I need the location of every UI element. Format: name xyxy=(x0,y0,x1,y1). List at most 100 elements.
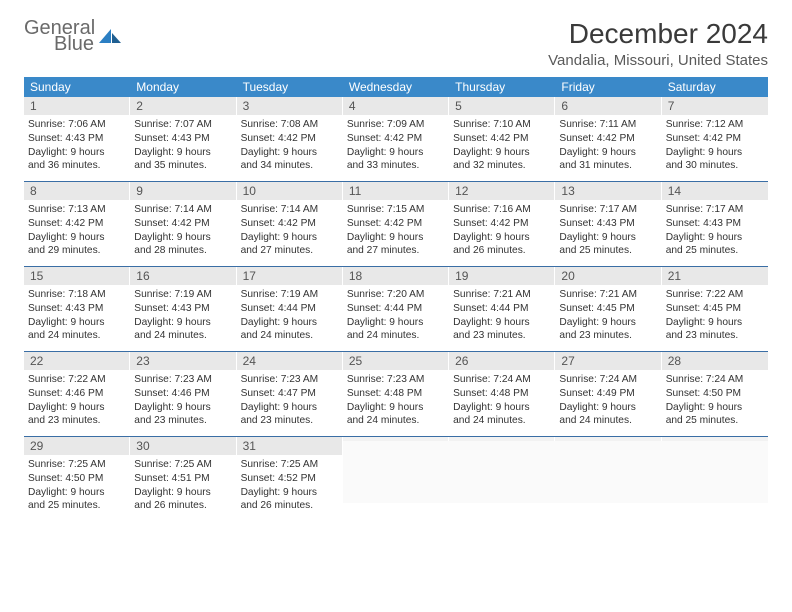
day-details: Sunrise: 7:12 AMSunset: 4:42 PMDaylight:… xyxy=(662,115,768,179)
day-number: 6 xyxy=(555,97,661,115)
day-header-sunday: Sunday xyxy=(24,77,130,97)
calendar-cell-empty xyxy=(449,437,555,521)
calendar-cell: 24Sunrise: 7:23 AMSunset: 4:47 PMDayligh… xyxy=(237,352,343,436)
calendar-cell: 16Sunrise: 7:19 AMSunset: 4:43 PMDayligh… xyxy=(130,267,236,351)
logo: General Blue xyxy=(24,18,121,54)
title-block: December 2024 Vandalia, Missouri, United… xyxy=(548,18,768,69)
day-details: Sunrise: 7:20 AMSunset: 4:44 PMDaylight:… xyxy=(343,285,449,349)
day-details: Sunrise: 7:11 AMSunset: 4:42 PMDaylight:… xyxy=(555,115,661,179)
day-details: Sunrise: 7:22 AMSunset: 4:46 PMDaylight:… xyxy=(24,370,130,434)
day-number: 16 xyxy=(130,267,236,285)
day-details: Sunrise: 7:13 AMSunset: 4:42 PMDaylight:… xyxy=(24,200,130,264)
calendar-cell: 25Sunrise: 7:23 AMSunset: 4:48 PMDayligh… xyxy=(343,352,449,436)
day-details xyxy=(449,441,555,503)
calendar-cell: 26Sunrise: 7:24 AMSunset: 4:48 PMDayligh… xyxy=(449,352,555,436)
weeks-container: 1Sunrise: 7:06 AMSunset: 4:43 PMDaylight… xyxy=(24,97,768,521)
calendar-cell: 2Sunrise: 7:07 AMSunset: 4:43 PMDaylight… xyxy=(130,97,236,181)
calendar-cell: 6Sunrise: 7:11 AMSunset: 4:42 PMDaylight… xyxy=(555,97,661,181)
logo-text-block: General Blue xyxy=(24,18,95,54)
day-number: 25 xyxy=(343,352,449,370)
day-number: 21 xyxy=(662,267,768,285)
day-number: 23 xyxy=(130,352,236,370)
calendar-cell-empty xyxy=(343,437,449,521)
day-details: Sunrise: 7:17 AMSunset: 4:43 PMDaylight:… xyxy=(662,200,768,264)
calendar-cell: 30Sunrise: 7:25 AMSunset: 4:51 PMDayligh… xyxy=(130,437,236,521)
calendar-cell: 23Sunrise: 7:23 AMSunset: 4:46 PMDayligh… xyxy=(130,352,236,436)
month-title: December 2024 xyxy=(548,18,768,50)
day-number: 11 xyxy=(343,182,449,200)
calendar-cell: 13Sunrise: 7:17 AMSunset: 4:43 PMDayligh… xyxy=(555,182,661,266)
calendar-cell-empty xyxy=(555,437,661,521)
day-number: 15 xyxy=(24,267,130,285)
calendar-cell: 18Sunrise: 7:20 AMSunset: 4:44 PMDayligh… xyxy=(343,267,449,351)
day-details: Sunrise: 7:24 AMSunset: 4:48 PMDaylight:… xyxy=(449,370,555,434)
day-details: Sunrise: 7:24 AMSunset: 4:50 PMDaylight:… xyxy=(662,370,768,434)
day-number: 20 xyxy=(555,267,661,285)
day-number: 5 xyxy=(449,97,555,115)
calendar-cell: 21Sunrise: 7:22 AMSunset: 4:45 PMDayligh… xyxy=(662,267,768,351)
day-header-wednesday: Wednesday xyxy=(343,77,449,97)
calendar-cell: 20Sunrise: 7:21 AMSunset: 4:45 PMDayligh… xyxy=(555,267,661,351)
day-header-monday: Monday xyxy=(130,77,236,97)
calendar-cell: 4Sunrise: 7:09 AMSunset: 4:42 PMDaylight… xyxy=(343,97,449,181)
day-number: 2 xyxy=(130,97,236,115)
day-details: Sunrise: 7:14 AMSunset: 4:42 PMDaylight:… xyxy=(130,200,236,264)
calendar: SundayMondayTuesdayWednesdayThursdayFrid… xyxy=(24,77,768,521)
day-details: Sunrise: 7:19 AMSunset: 4:43 PMDaylight:… xyxy=(130,285,236,349)
day-number: 18 xyxy=(343,267,449,285)
day-details: Sunrise: 7:21 AMSunset: 4:45 PMDaylight:… xyxy=(555,285,661,349)
day-headers-row: SundayMondayTuesdayWednesdayThursdayFrid… xyxy=(24,77,768,97)
week-row: 15Sunrise: 7:18 AMSunset: 4:43 PMDayligh… xyxy=(24,267,768,352)
day-details: Sunrise: 7:10 AMSunset: 4:42 PMDaylight:… xyxy=(449,115,555,179)
sail-icon xyxy=(99,29,121,43)
day-details: Sunrise: 7:25 AMSunset: 4:50 PMDaylight:… xyxy=(24,455,130,519)
day-details: Sunrise: 7:14 AMSunset: 4:42 PMDaylight:… xyxy=(237,200,343,264)
day-details: Sunrise: 7:07 AMSunset: 4:43 PMDaylight:… xyxy=(130,115,236,179)
week-row: 22Sunrise: 7:22 AMSunset: 4:46 PMDayligh… xyxy=(24,352,768,437)
week-row: 1Sunrise: 7:06 AMSunset: 4:43 PMDaylight… xyxy=(24,97,768,182)
day-details: Sunrise: 7:25 AMSunset: 4:51 PMDaylight:… xyxy=(130,455,236,519)
location: Vandalia, Missouri, United States xyxy=(548,52,768,69)
day-header-saturday: Saturday xyxy=(662,77,768,97)
day-number: 17 xyxy=(237,267,343,285)
calendar-cell: 14Sunrise: 7:17 AMSunset: 4:43 PMDayligh… xyxy=(662,182,768,266)
calendar-cell: 11Sunrise: 7:15 AMSunset: 4:42 PMDayligh… xyxy=(343,182,449,266)
calendar-cell: 29Sunrise: 7:25 AMSunset: 4:50 PMDayligh… xyxy=(24,437,130,521)
day-number: 10 xyxy=(237,182,343,200)
day-number: 4 xyxy=(343,97,449,115)
day-details: Sunrise: 7:17 AMSunset: 4:43 PMDaylight:… xyxy=(555,200,661,264)
day-number: 28 xyxy=(662,352,768,370)
calendar-cell: 31Sunrise: 7:25 AMSunset: 4:52 PMDayligh… xyxy=(237,437,343,521)
calendar-cell: 3Sunrise: 7:08 AMSunset: 4:42 PMDaylight… xyxy=(237,97,343,181)
day-number: 27 xyxy=(555,352,661,370)
day-number: 30 xyxy=(130,437,236,455)
day-header-friday: Friday xyxy=(555,77,661,97)
day-number: 1 xyxy=(24,97,130,115)
day-details xyxy=(343,441,449,503)
day-details: Sunrise: 7:19 AMSunset: 4:44 PMDaylight:… xyxy=(237,285,343,349)
calendar-cell: 28Sunrise: 7:24 AMSunset: 4:50 PMDayligh… xyxy=(662,352,768,436)
day-number: 8 xyxy=(24,182,130,200)
day-details xyxy=(555,441,661,503)
week-row: 8Sunrise: 7:13 AMSunset: 4:42 PMDaylight… xyxy=(24,182,768,267)
calendar-cell: 10Sunrise: 7:14 AMSunset: 4:42 PMDayligh… xyxy=(237,182,343,266)
day-details xyxy=(662,441,768,503)
calendar-cell: 19Sunrise: 7:21 AMSunset: 4:44 PMDayligh… xyxy=(449,267,555,351)
day-number: 3 xyxy=(237,97,343,115)
calendar-cell-empty xyxy=(662,437,768,521)
day-details: Sunrise: 7:15 AMSunset: 4:42 PMDaylight:… xyxy=(343,200,449,264)
day-number: 9 xyxy=(130,182,236,200)
logo-bottom-word: Blue xyxy=(54,34,95,54)
day-header-tuesday: Tuesday xyxy=(237,77,343,97)
day-number: 7 xyxy=(662,97,768,115)
day-details: Sunrise: 7:23 AMSunset: 4:47 PMDaylight:… xyxy=(237,370,343,434)
calendar-cell: 9Sunrise: 7:14 AMSunset: 4:42 PMDaylight… xyxy=(130,182,236,266)
day-details: Sunrise: 7:18 AMSunset: 4:43 PMDaylight:… xyxy=(24,285,130,349)
day-details: Sunrise: 7:22 AMSunset: 4:45 PMDaylight:… xyxy=(662,285,768,349)
day-details: Sunrise: 7:08 AMSunset: 4:42 PMDaylight:… xyxy=(237,115,343,179)
day-number: 19 xyxy=(449,267,555,285)
day-number: 29 xyxy=(24,437,130,455)
calendar-cell: 1Sunrise: 7:06 AMSunset: 4:43 PMDaylight… xyxy=(24,97,130,181)
day-number: 14 xyxy=(662,182,768,200)
day-details: Sunrise: 7:25 AMSunset: 4:52 PMDaylight:… xyxy=(237,455,343,519)
